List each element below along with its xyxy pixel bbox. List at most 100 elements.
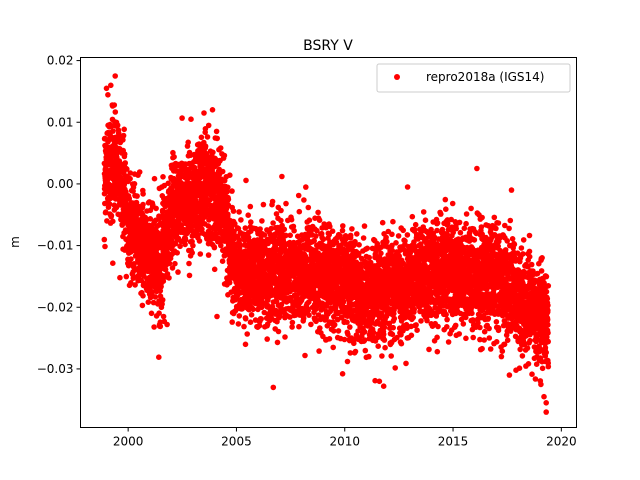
data-point (225, 196, 232, 203)
data-point (404, 232, 411, 238)
data-point (378, 250, 384, 257)
data-point (174, 250, 180, 256)
data-point (340, 299, 347, 305)
data-point (229, 188, 235, 194)
data-point (258, 316, 265, 322)
data-point (131, 181, 138, 187)
data-point (375, 343, 382, 350)
data-point (185, 139, 191, 146)
data-point (162, 266, 169, 273)
data-point (381, 337, 388, 343)
data-point (275, 328, 282, 335)
data-point (111, 102, 118, 108)
data-point (392, 365, 399, 371)
data-point (414, 327, 420, 334)
data-point (316, 348, 322, 354)
data-point (320, 236, 327, 243)
data-point (166, 260, 173, 267)
data-point (101, 236, 108, 243)
data-point (121, 126, 127, 133)
data-point (171, 154, 177, 160)
data-point (134, 193, 140, 199)
data-point (132, 282, 138, 288)
data-point (291, 227, 297, 234)
data-point (145, 299, 152, 306)
data-point (331, 321, 338, 328)
data-point (213, 128, 220, 135)
data-point (303, 184, 309, 190)
data-point (283, 200, 289, 207)
data-point (384, 238, 390, 245)
y-axis-label: m (8, 236, 22, 248)
data-point (172, 260, 178, 267)
data-point (108, 212, 115, 219)
data-point (114, 122, 121, 128)
data-point (391, 315, 398, 322)
data-point (247, 203, 254, 210)
data-point (236, 237, 243, 243)
data-point (242, 316, 249, 322)
data-point (379, 219, 386, 226)
data-point (317, 325, 323, 331)
data-point (225, 184, 231, 191)
data-point (395, 233, 402, 239)
data-point (182, 241, 188, 248)
data-point (218, 242, 224, 249)
data-point (238, 217, 244, 223)
data-point (177, 243, 183, 250)
data-point (120, 137, 126, 143)
data-point (281, 226, 288, 233)
data-point (361, 223, 368, 229)
data-point (166, 275, 172, 281)
data-point (270, 220, 276, 226)
data-point (123, 273, 130, 280)
data-point (379, 353, 385, 359)
data-point (349, 226, 355, 232)
data-point (186, 272, 193, 279)
data-point (382, 344, 388, 351)
data-point (224, 188, 230, 195)
data-point (217, 145, 224, 151)
data-point (219, 258, 226, 265)
data-point (221, 152, 228, 159)
data-point (198, 134, 205, 141)
data-point (390, 218, 396, 225)
data-point (411, 226, 418, 233)
data-point (410, 314, 417, 321)
data-point (330, 328, 337, 334)
data-point (204, 134, 211, 140)
data-point (244, 331, 250, 337)
data-point (420, 209, 427, 215)
data-point (235, 321, 242, 327)
data-point (393, 240, 399, 246)
data-point (171, 175, 177, 182)
data-point (225, 211, 231, 217)
data-point (327, 223, 333, 230)
data-point (121, 151, 128, 157)
data-point (190, 242, 196, 249)
data-point (422, 217, 429, 223)
data-point (315, 209, 321, 216)
data-point (127, 175, 133, 182)
data-point (202, 143, 209, 149)
data-point (170, 149, 176, 156)
data-point (260, 201, 267, 208)
data-point (226, 279, 233, 286)
data-point (335, 328, 342, 334)
data-point (106, 201, 113, 207)
data-point (300, 315, 307, 322)
data-point (257, 226, 263, 232)
data-point (412, 221, 419, 228)
data-point (110, 128, 116, 134)
data-point (403, 360, 409, 367)
data-point (306, 217, 313, 223)
data-point (301, 197, 307, 203)
data-point (366, 353, 372, 360)
data-point (182, 237, 189, 243)
data-point (248, 312, 255, 318)
data-point (189, 250, 195, 256)
data-point (159, 301, 165, 307)
data-point (122, 160, 128, 166)
data-point (329, 228, 336, 234)
